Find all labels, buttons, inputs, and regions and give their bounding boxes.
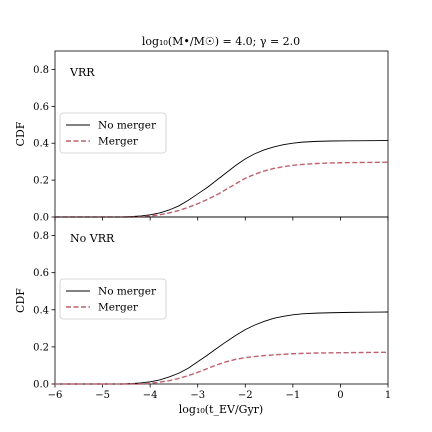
- y-tick-label: 0.6: [33, 268, 49, 279]
- legend-entry: No merger: [98, 286, 157, 298]
- legend: No merger Merger: [59, 278, 167, 320]
- panel-1: 0.0 0.2 0.4 0.6 0.8 CDF VRR No merger Merger: [14, 50, 389, 224]
- x-tick-label: −3: [190, 390, 205, 401]
- y-tick-label: 0.8: [33, 231, 49, 242]
- axes-frame: [54, 216, 389, 385]
- y-tick-label: 0.2: [33, 342, 49, 353]
- x-tick-label: −6: [48, 390, 63, 401]
- y-tick-label: 0.6: [33, 102, 49, 113]
- panel-label: VRR: [69, 66, 95, 79]
- series-line-no-merger: [55, 311, 389, 385]
- x-tick-label: −4: [143, 390, 158, 401]
- y-tick-label: 0.4: [33, 139, 49, 150]
- x-tick-label: −1: [285, 390, 300, 401]
- legend-entry: Merger: [98, 302, 139, 314]
- x-tick-label: −2: [238, 390, 253, 401]
- series-line-merger: [55, 351, 389, 385]
- x-tick-label: 1: [385, 390, 391, 401]
- panel-2: 0.0 0.2 0.4 0.6 0.8 −6 −5 −4 −3 −2 −1 0 1 CDF No VRR No…: [14, 216, 391, 401]
- y-tick-label: 0.4: [33, 305, 49, 316]
- legend: No merger Merger: [59, 112, 167, 154]
- legend-box: [59, 112, 167, 154]
- y-tick-label: 0.2: [33, 176, 49, 187]
- y-axis-label: CDF: [14, 121, 27, 146]
- legend-entry: Merger: [98, 136, 139, 148]
- y-tick-label: 0.0: [33, 213, 49, 224]
- series-line-merger: [55, 161, 389, 218]
- legend-box: [59, 278, 167, 320]
- y-tick-label: 0.8: [33, 65, 49, 76]
- legend-entry: No merger: [98, 120, 157, 132]
- x-tick-label: 0: [337, 390, 343, 401]
- x-tick-label: −5: [95, 390, 110, 401]
- y-axis-label: CDF: [14, 288, 27, 313]
- y-tick-label: 0.0: [33, 380, 49, 391]
- panel-label: No VRR: [70, 232, 115, 245]
- chart-title: log₁₀(M•/M☉) = 4.0; γ = 2.0: [142, 35, 300, 48]
- series-line-no-merger: [55, 140, 389, 218]
- x-axis-label: log₁₀(t_EV/Gyr): [179, 403, 263, 416]
